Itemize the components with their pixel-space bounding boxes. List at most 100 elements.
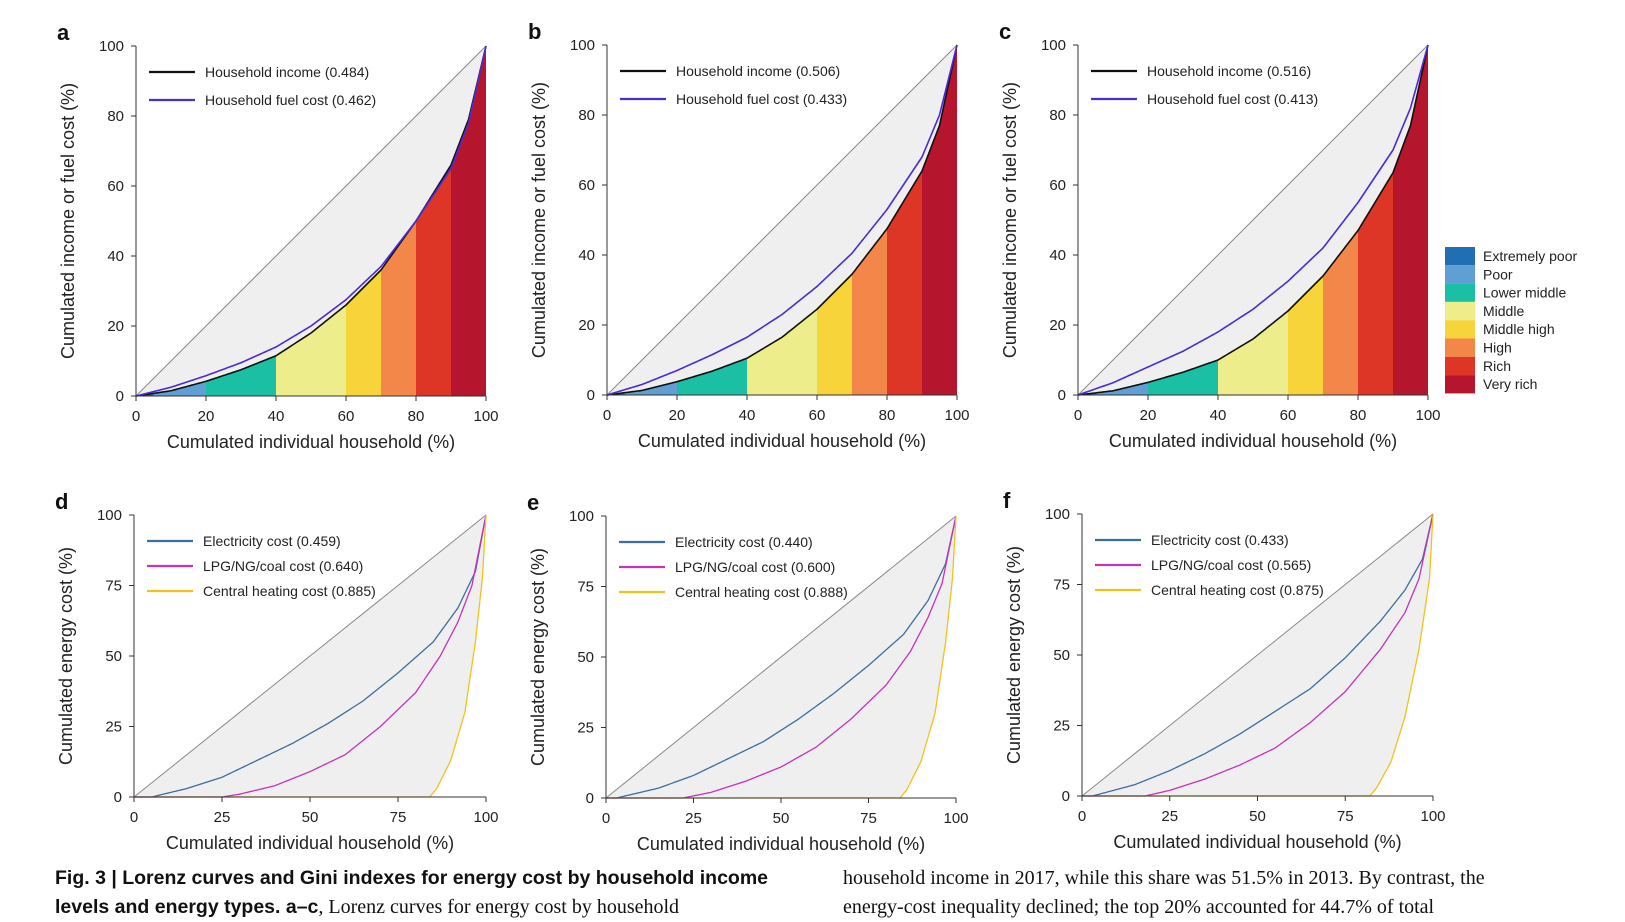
legend-group-label: Extremely poor <box>1483 248 1577 264</box>
equality-line <box>1077 44 1429 396</box>
y-tick-label: 75 <box>105 578 122 595</box>
x-axis-label: Cumulated individual household (%) <box>167 432 455 452</box>
income-band-4 <box>346 270 381 396</box>
y-tick-label: 0 <box>587 387 595 404</box>
y-tick-label: 25 <box>1053 718 1070 735</box>
y-tick-label: 50 <box>1053 647 1070 664</box>
equality-line <box>1081 513 1434 797</box>
y-axis-label: Cumulated energy cost (%) <box>1004 546 1024 764</box>
y-axis-label: Cumulated income or fuel cost (%) <box>529 82 549 358</box>
legend-group-label: Rich <box>1483 358 1511 374</box>
caption-left: Fig. 3 | Lorenz curves and Gini indexes … <box>55 864 768 922</box>
legend-color-box <box>1445 283 1475 302</box>
series-line-0 <box>606 44 958 396</box>
caption-title-line2: levels and energy types. a–c <box>55 896 319 918</box>
y-axis-label: Cumulated income or fuel cost (%) <box>1000 82 1020 358</box>
y-tick-label: 40 <box>1049 247 1066 264</box>
series-line-0 <box>134 514 487 798</box>
income-band-4 <box>817 274 852 395</box>
y-tick-label: 100 <box>97 507 122 524</box>
panel-a: 0 20 40 60 80 100 0 20 40 60 80 100 Cumulated indivi… <box>57 20 499 452</box>
y-tick-label: 100 <box>1045 506 1070 523</box>
income-band-7 <box>451 46 486 396</box>
x-tick-label: 0 <box>1074 407 1082 424</box>
legend-color-box <box>1445 356 1475 376</box>
legend-group-label: Poor <box>1483 266 1513 282</box>
x-axis-label: Cumulated individual household (%) <box>166 833 454 853</box>
y-tick-label: 80 <box>1049 107 1066 124</box>
caption-title-line1: Fig. 3 | Lorenz curves and Gini indexes … <box>55 867 769 889</box>
x-tick-label: 60 <box>1280 407 1297 424</box>
income-band-6 <box>416 165 451 396</box>
y-axis-label: Cumulated energy cost (%) <box>528 548 548 766</box>
panel-d: 0 25 50 75 100 0 25 50 75 100 Cumulated individual… <box>55 489 499 853</box>
x-tick-label: 75 <box>860 810 877 827</box>
x-tick-label: 0 <box>132 408 140 425</box>
y-tick-label: 80 <box>107 108 124 125</box>
income-band-5 <box>1323 230 1358 395</box>
x-tick-label: 40 <box>739 407 756 424</box>
x-tick-label: 25 <box>1161 808 1178 825</box>
y-tick-label: 20 <box>1049 317 1066 334</box>
x-tick-label: 80 <box>879 407 896 424</box>
income-band-3 <box>747 309 817 395</box>
y-tick-label: 100 <box>569 508 594 525</box>
legend-entry: Household fuel cost (0.462) <box>205 92 376 108</box>
panel-label: b <box>528 19 541 44</box>
income-band-7 <box>922 45 957 395</box>
legend-entry: Household income (0.484) <box>205 64 369 80</box>
legend-color-box <box>1445 301 1475 321</box>
x-tick-label: 50 <box>1249 808 1266 825</box>
income-band-4 <box>1288 276 1323 395</box>
equality-line <box>606 44 958 396</box>
income-band-2 <box>206 355 276 396</box>
income-band-5 <box>381 221 416 396</box>
legend-entry: Electricity cost (0.459) <box>203 533 341 549</box>
series-line-1 <box>606 44 958 396</box>
x-axis-label: Cumulated individual household (%) <box>1109 431 1397 451</box>
legend-color-box <box>1445 338 1475 357</box>
legend-color-box <box>1445 320 1475 339</box>
x-tick-label: 100 <box>473 809 498 826</box>
x-axis-label: Cumulated individual household (%) <box>638 431 926 451</box>
x-tick-label: 20 <box>198 408 215 425</box>
x-tick-label: 100 <box>944 407 969 424</box>
y-tick-label: 20 <box>107 318 124 335</box>
legend-group-label: High <box>1483 340 1512 356</box>
y-tick-label: 40 <box>578 247 595 264</box>
y-tick-label: 60 <box>1049 177 1066 194</box>
series-line-0 <box>1077 44 1429 396</box>
panel-label: e <box>527 490 539 515</box>
panel-label: c <box>999 19 1011 44</box>
x-tick-label: 50 <box>773 810 790 827</box>
y-tick-label: 0 <box>114 789 122 806</box>
income-band-6 <box>1358 172 1393 395</box>
y-axis-label: Cumulated income or fuel cost (%) <box>58 83 78 359</box>
x-tick-label: 0 <box>602 810 610 827</box>
legend-entry: Central heating cost (0.885) <box>203 583 376 599</box>
legend-group-label: Middle <box>1483 303 1524 319</box>
x-tick-label: 0 <box>130 809 138 826</box>
legend-entry: Central heating cost (0.888) <box>675 584 848 600</box>
y-tick-label: 60 <box>107 178 124 195</box>
y-tick-label: 50 <box>105 648 122 665</box>
y-tick-label: 100 <box>1041 37 1066 54</box>
equality-line <box>133 514 487 798</box>
x-tick-label: 0 <box>603 407 611 424</box>
y-tick-label: 100 <box>99 38 124 55</box>
income-band-3 <box>1218 311 1288 395</box>
x-tick-label: 0 <box>1078 808 1086 825</box>
y-tick-label: 25 <box>105 719 122 736</box>
panel-label: a <box>57 20 70 45</box>
equality-line <box>605 515 957 799</box>
series-line-1 <box>135 45 487 397</box>
y-tick-label: 0 <box>1058 387 1066 404</box>
y-tick-label: 0 <box>116 388 124 405</box>
caption-right-line1: household income in 2017, while this sha… <box>843 867 1485 889</box>
caption-right: household income in 2017, while this sha… <box>843 864 1485 922</box>
x-tick-label: 20 <box>1140 407 1157 424</box>
income-band-2 <box>1148 360 1218 395</box>
income-band-6 <box>887 171 922 395</box>
x-tick-label: 75 <box>390 809 407 826</box>
